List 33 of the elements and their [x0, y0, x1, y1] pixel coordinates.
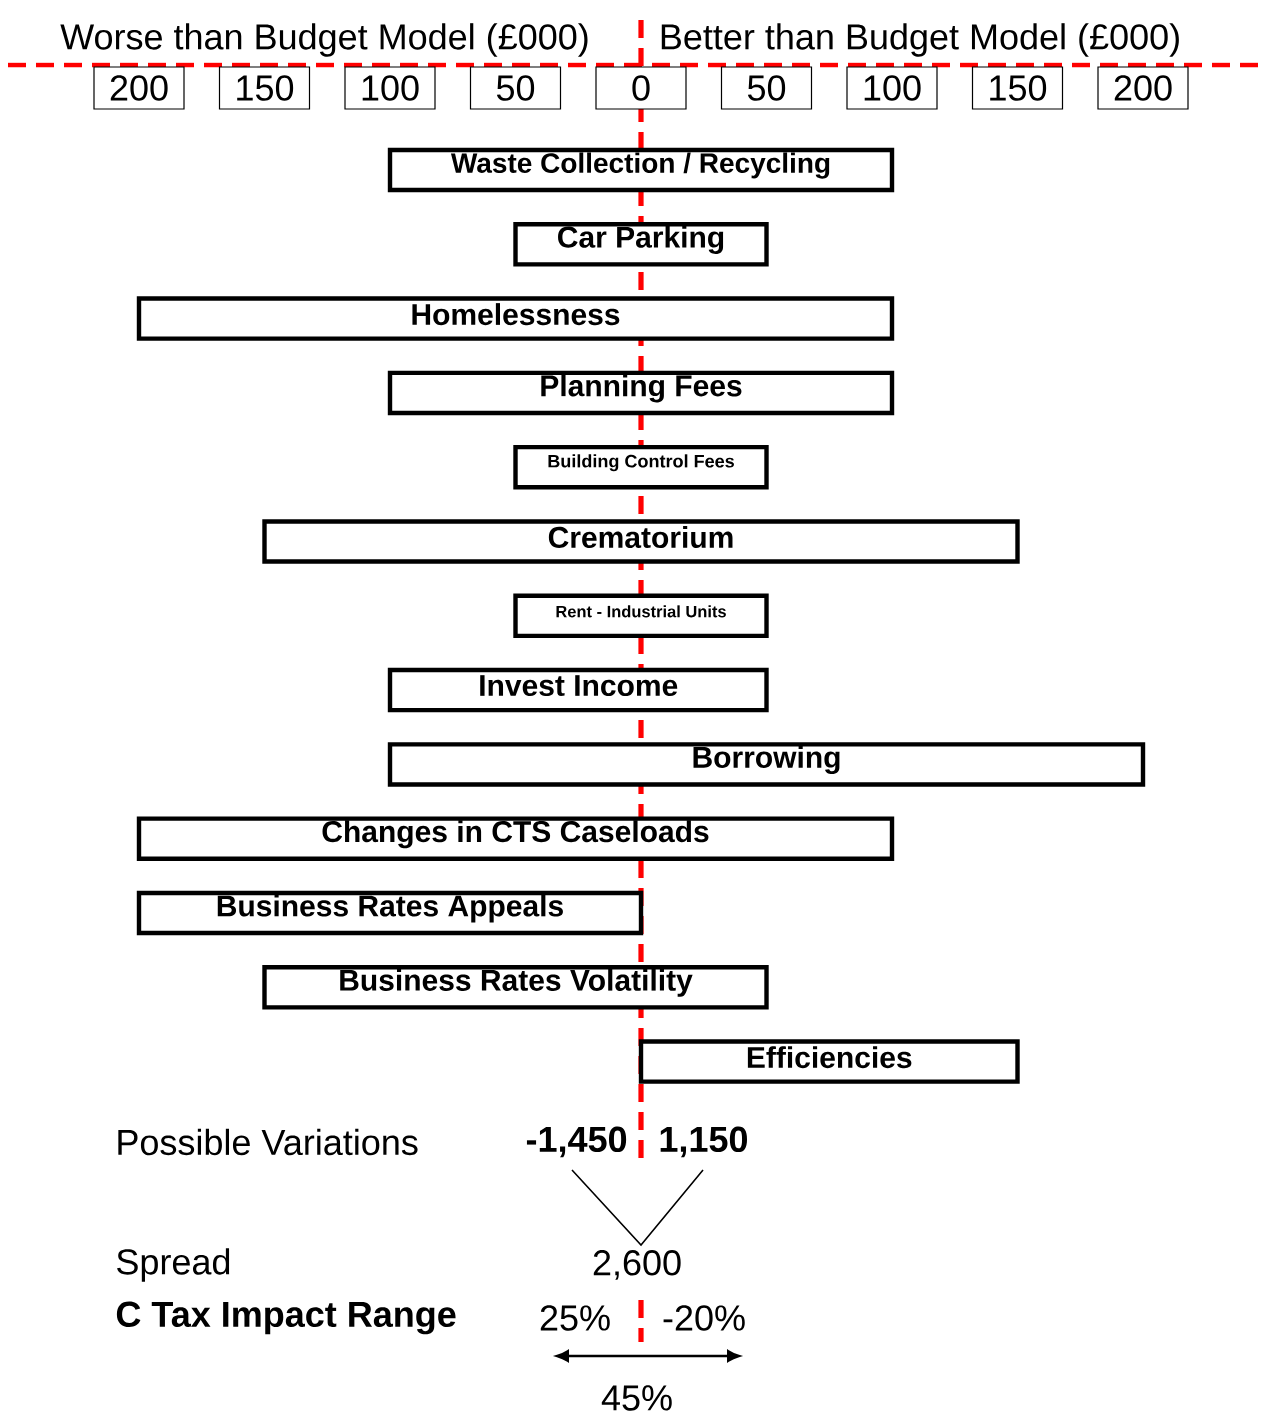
text: -20%: [663, 1305, 745, 1331]
y-tick-label: Changes in CTS Caseloads: [322, 820, 709, 849]
text: Worse than Budget Model (£000): [60, 23, 588, 57]
text: 2,600: [593, 1250, 681, 1280]
x-tick-label: 50: [496, 75, 535, 101]
text: -1,450: [526, 1126, 627, 1158]
y-tick-label: Crematorium: [548, 526, 733, 549]
x-tick-label: 100: [864, 75, 921, 101]
y-tick-label: Borrowing: [693, 745, 840, 775]
y-tick-label: Efficiencies: [747, 1046, 912, 1069]
y-tick-label: Homelessness: [412, 303, 620, 326]
text: 45%: [601, 1385, 672, 1411]
text: Better than Budget Model (£000): [661, 23, 1179, 57]
x-tick-label: 0: [632, 75, 650, 101]
text: C Tax Impact Range: [116, 1301, 456, 1335]
y-tick-label: Business Rates Volatility: [340, 968, 693, 997]
y-tick-label: Building Control Fees: [548, 454, 734, 472]
y-tick-label: Car Parking: [558, 225, 724, 254]
y-tick-label: Waste Collection / Recycling: [450, 152, 830, 179]
text: 1,150: [660, 1126, 747, 1158]
x-tick-label: 150: [990, 75, 1047, 101]
y-tick-label: Invest Income: [480, 675, 678, 697]
x-tick-label: 200: [110, 75, 168, 101]
x-tick-label: 50: [747, 75, 786, 101]
text: Spread: [117, 1248, 230, 1282]
x-tick-label: 200: [1114, 75, 1172, 101]
y-tick-label: Planning Fees: [541, 374, 742, 403]
y-tick-label: Rent - Industrial Units: [556, 605, 726, 618]
x-tick-label: 150: [237, 75, 294, 101]
text: 25%: [540, 1305, 610, 1331]
y-tick-label: Business Rates Appeals: [217, 894, 563, 923]
text: Possible Variations: [118, 1128, 418, 1156]
x-tick-label: 100: [362, 75, 419, 101]
